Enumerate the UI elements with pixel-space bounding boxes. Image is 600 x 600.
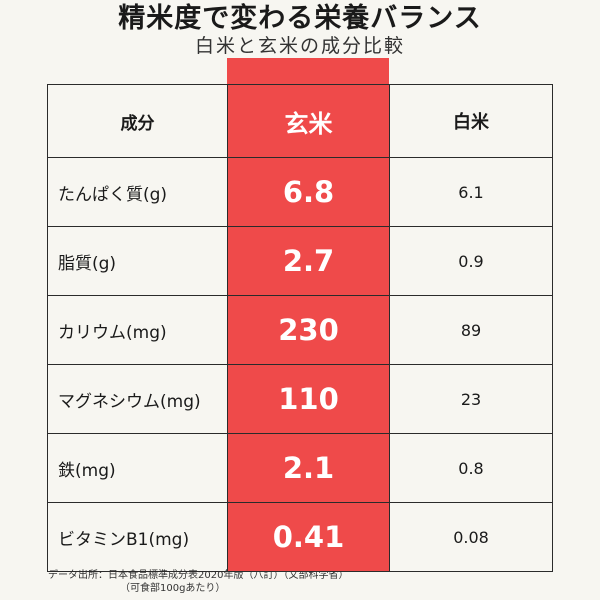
- table-row: 鉄(mg) 2.1 0.8: [47, 433, 553, 503]
- table-row: たんぱく質(g) 6.8 6.1: [47, 157, 553, 227]
- comparison-table: 成分 玄米 白米 たんぱく質(g) 6.8 6.1 脂質(g) 2.7 0.9 …: [47, 84, 553, 572]
- row-component: たんぱく質(g): [47, 157, 228, 227]
- row-white-rice-value: 89: [389, 295, 553, 365]
- row-component: カリウム(mg): [47, 295, 228, 365]
- table-row: カリウム(mg) 230 89: [47, 295, 553, 365]
- table-row: 脂質(g) 2.7 0.9: [47, 226, 553, 296]
- row-component: 鉄(mg): [47, 433, 228, 503]
- table-header-row: 成分 玄米 白米: [47, 84, 553, 158]
- row-brown-rice-value: 110: [227, 364, 390, 434]
- page-subtitle: 白米と玄米の成分比較: [194, 35, 405, 57]
- row-white-rice-value: 0.8: [389, 433, 553, 503]
- row-white-rice-value: 0.9: [389, 226, 553, 296]
- row-white-rice-value: 0.08: [389, 502, 553, 572]
- row-brown-rice-value: 6.8: [227, 157, 390, 227]
- page-title: 精米度で変わる栄養バランス: [118, 3, 482, 34]
- source-note-line1: データ出所：日本食品標準成分表2020年版（八訂）（文部科学省）: [48, 570, 349, 581]
- row-white-rice-value: 23: [389, 364, 553, 434]
- table-row: マグネシウム(mg) 110 23: [47, 364, 553, 434]
- row-brown-rice-value: 0.41: [227, 502, 390, 572]
- source-note: データ出所：日本食品標準成分表2020年版（八訂）（文部科学省） （可食部100…: [48, 569, 348, 595]
- row-white-rice-value: 6.1: [389, 157, 553, 227]
- row-component: ビタミンB1(mg): [47, 502, 228, 572]
- row-brown-rice-value: 230: [227, 295, 390, 365]
- row-component: マグネシウム(mg): [47, 364, 228, 434]
- header-white-rice: 白米: [389, 84, 553, 158]
- row-component: 脂質(g): [47, 226, 228, 296]
- header-component: 成分: [47, 84, 228, 158]
- row-brown-rice-value: 2.7: [227, 226, 390, 296]
- row-brown-rice-value: 2.1: [227, 433, 390, 503]
- header-brown-rice: 玄米: [227, 84, 390, 158]
- table-row: ビタミンB1(mg) 0.41 0.08: [47, 502, 553, 572]
- source-note-line2: （可食部100gあたり）: [120, 583, 226, 594]
